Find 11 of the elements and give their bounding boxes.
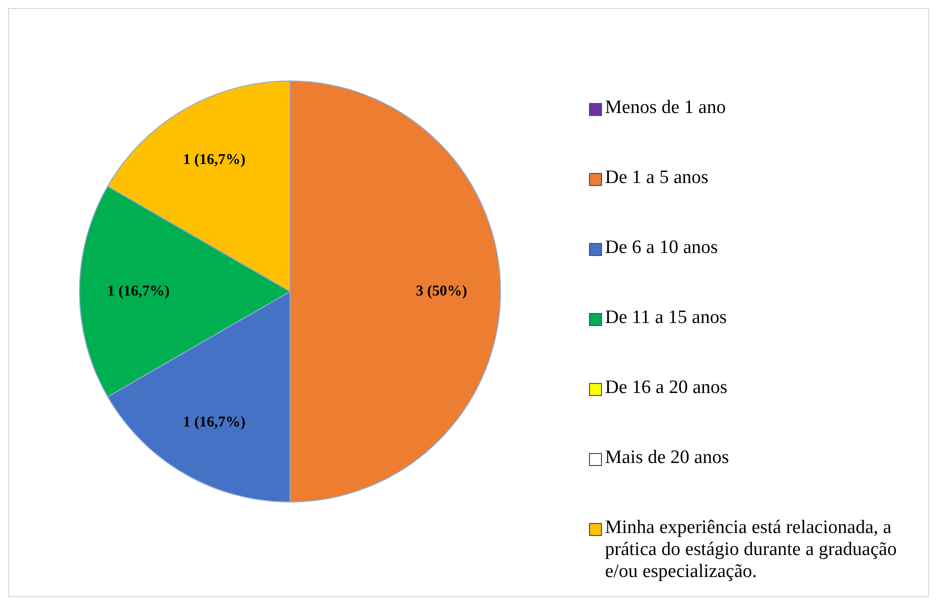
legend-label: De 16 a 20 anos: [605, 377, 728, 399]
legend-label: De 1 a 5 anos: [605, 167, 708, 189]
legend-label: De 6 a 10 anos: [605, 237, 718, 259]
legend-label: De 11 a 15 anos: [605, 307, 727, 329]
data-label: 1 (16,7%): [182, 414, 246, 431]
legend-label: Menos de 1 ano: [605, 97, 726, 119]
legend-label: Mais de 20 anos: [605, 447, 730, 469]
legend-label: Minha experiência está relacionada, a prática do estágio durante a graduação e/ou especialização.: [605, 517, 898, 583]
data-label: 3 (50%): [416, 283, 468, 300]
data-label: 1 (16,7%): [107, 283, 170, 300]
data-label: 1 (16,7%): [182, 152, 246, 168]
